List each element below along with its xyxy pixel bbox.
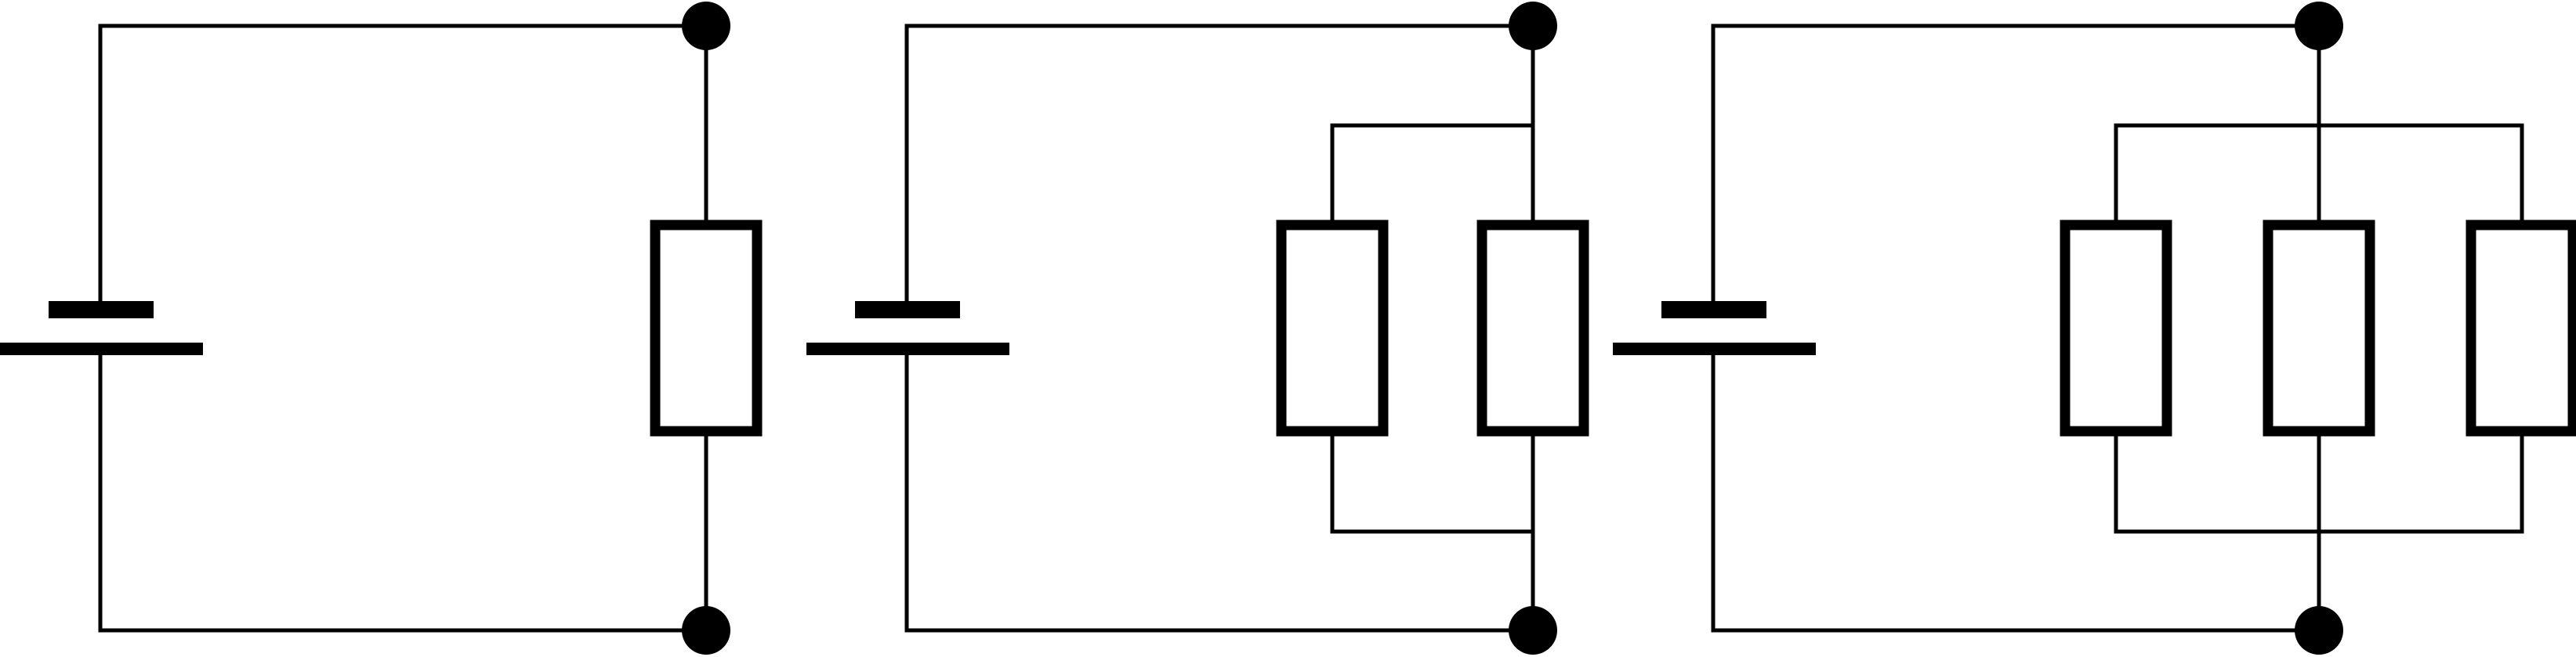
terminal-node-top	[2295, 2, 2343, 50]
resistor	[1276, 220, 1389, 437]
battery-positive-plate	[1613, 343, 1816, 355]
terminal-node-bottom	[1509, 606, 1557, 655]
resistor	[2465, 220, 2576, 437]
battery-positive-plate	[0, 343, 203, 355]
terminal-node-bottom	[682, 606, 730, 655]
terminal-node-bottom	[2295, 606, 2343, 655]
terminal-node-top	[1509, 2, 1557, 50]
battery-positive-plate	[806, 343, 1009, 355]
terminal-node-top	[682, 2, 730, 50]
resistor	[2060, 220, 2172, 437]
circuit-2	[806, 2, 1589, 655]
circuit-3	[1613, 2, 2576, 655]
circuit-1	[0, 2, 763, 655]
resistor	[1476, 220, 1589, 437]
battery-negative-plate	[49, 301, 154, 318]
resistor	[2263, 220, 2375, 437]
battery-negative-plate	[855, 301, 960, 318]
resistor	[650, 220, 763, 437]
battery-negative-plate	[1661, 301, 1766, 318]
